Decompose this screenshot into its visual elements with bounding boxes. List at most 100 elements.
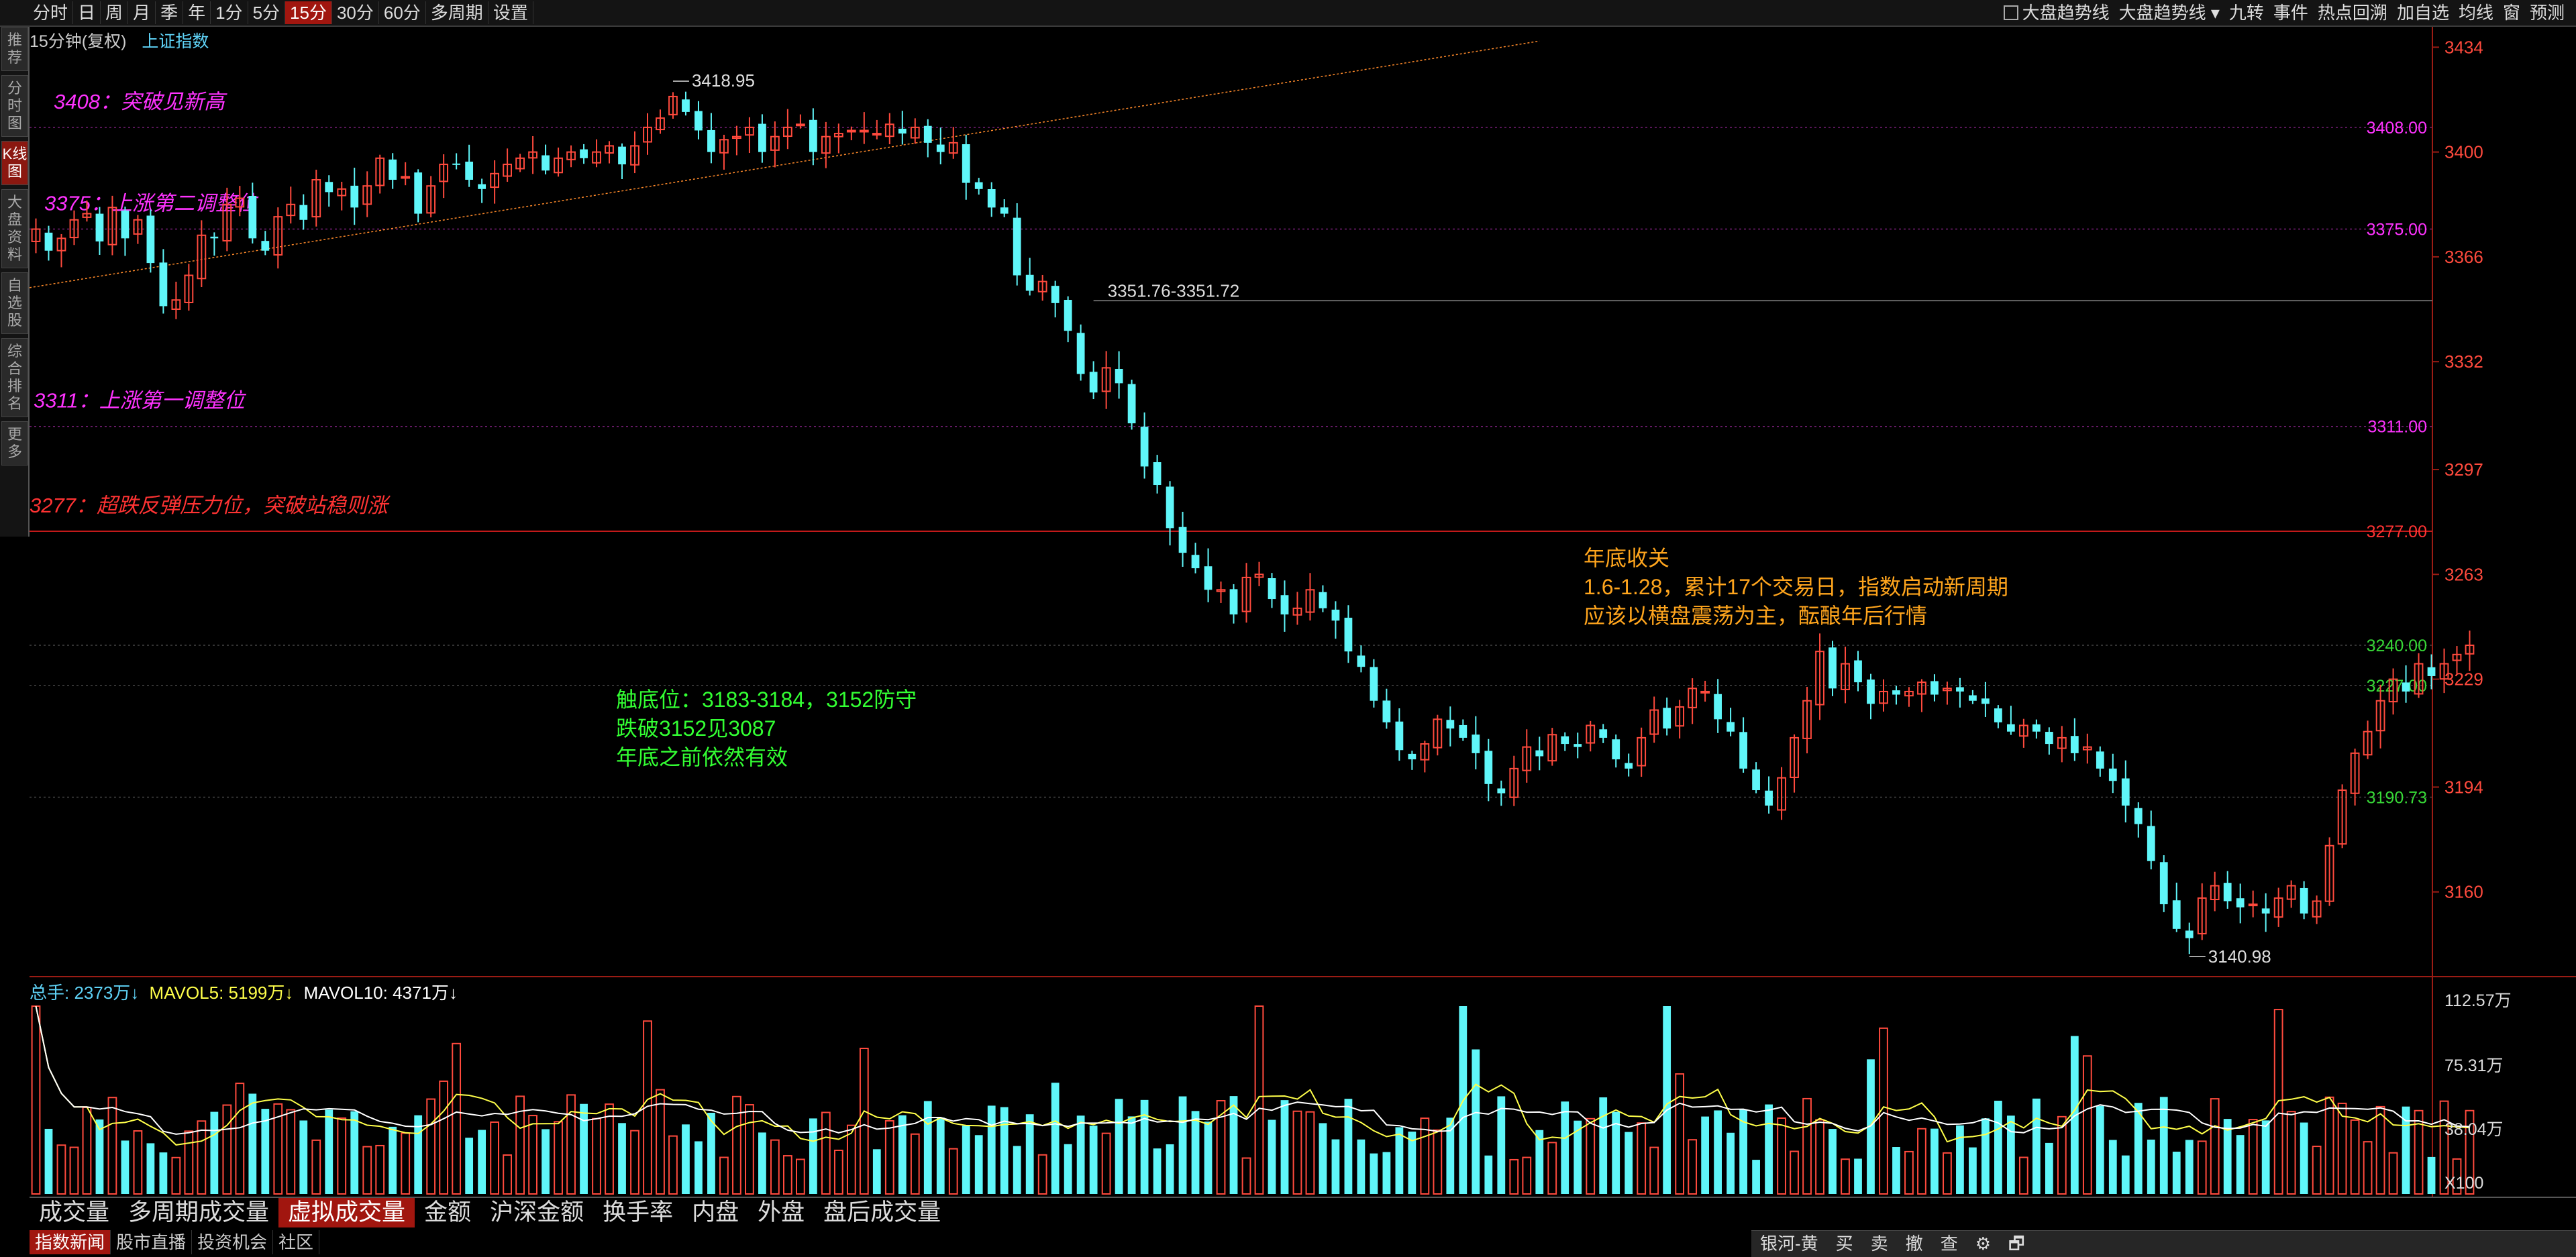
left-nav-item-5[interactable]: 综合排名 (1, 338, 28, 417)
volume-bar-134 (1739, 1109, 1747, 1194)
indicator-tab-8[interactable]: 盘后成交量 (823, 1199, 941, 1225)
period-tab-2[interactable]: 周 (101, 1, 129, 24)
volume-bar-6 (107, 1097, 117, 1195)
left-nav-item-4[interactable]: 自选股 (1, 272, 28, 334)
price-tick-8: 3160 (2444, 882, 2483, 902)
candle-body-109 (1420, 743, 1430, 761)
candle-body-25 (350, 185, 359, 208)
candle-body-110 (1433, 718, 1443, 749)
trend-line-checkbox[interactable] (2003, 5, 2018, 20)
footer-tab-1[interactable]: 股市直播 (111, 1230, 193, 1254)
candle-body-114 (1484, 751, 1493, 784)
left-nav-item-3[interactable]: 大盘资料 (1, 189, 28, 268)
candle-body-191 (2465, 645, 2475, 655)
toolbar-item-2[interactable]: 九转 (2224, 1, 2269, 24)
indicator-tab-1[interactable]: 多周期成交量 (128, 1199, 270, 1225)
candle-body-124 (1612, 739, 1620, 760)
period-tab-7[interactable]: 5分 (248, 1, 286, 24)
mavol10-value: 4371万 (393, 983, 449, 1003)
candle-body-83 (1089, 372, 1098, 393)
level-note-3: 3277：超跌反弹压力位，突破站稳则涨 (30, 494, 391, 517)
left-nav-item-2[interactable]: K线图 (1, 141, 28, 185)
trade-button-2[interactable]: 卖 (1870, 1234, 1888, 1254)
candle-body-17 (248, 196, 257, 239)
period-tab-5[interactable]: 年 (183, 1, 211, 24)
period-tab-1[interactable]: 日 (73, 1, 101, 24)
candle-body-8 (133, 219, 143, 235)
volume-bar-54 (719, 1156, 729, 1195)
indicator-tab-5[interactable]: 换手率 (603, 1199, 674, 1225)
trade-button-5[interactable]: ⚙ (1975, 1234, 1992, 1254)
toolbar-item-6[interactable]: 均线 (2454, 1, 2498, 24)
volume-bar-178 (2300, 1122, 2308, 1194)
candle-body-98 (1280, 595, 1289, 615)
volume-bar-7 (121, 1140, 130, 1194)
volume-bar-136 (1765, 1104, 1773, 1194)
period-tab-0[interactable]: 分时 (28, 1, 74, 24)
volume-bar-155 (2006, 1115, 2015, 1194)
volume-bar-10 (159, 1152, 168, 1194)
volume-ma-lines (35, 1005, 2470, 1146)
indicator-tab-4[interactable]: 沪深金额 (490, 1199, 584, 1225)
volume-bar-2 (56, 1144, 66, 1195)
toolbar-item-8[interactable]: 预测 (2525, 1, 2569, 24)
toolbar-item-7[interactable]: 窗 (2498, 1, 2525, 24)
volume-bar-97 (1268, 1119, 1276, 1194)
candle-body-28 (389, 159, 397, 180)
trade-button-6[interactable]: 🗗 (2008, 1234, 2025, 1254)
volume-bar-169 (2185, 1140, 2194, 1194)
period-tab-4[interactable]: 季 (156, 1, 184, 24)
candle-body-186 (2402, 682, 2410, 692)
volume-bar-113 (1472, 1049, 1480, 1194)
period-tab-6[interactable]: 1分 (211, 1, 248, 24)
candle-body-173 (2236, 898, 2245, 908)
indicator-tab-6[interactable]: 内盘 (692, 1199, 739, 1225)
candle-body-116 (1509, 767, 1519, 798)
period-tab-12[interactable]: 设置 (488, 1, 533, 24)
volume-bar-89 (1166, 1144, 1174, 1194)
trade-button-1[interactable]: 买 (1835, 1234, 1853, 1254)
volume-bar-170 (2197, 1140, 2207, 1195)
footer-tab-0[interactable]: 指数新闻 (30, 1230, 111, 1254)
period-tab-10[interactable]: 60分 (379, 1, 426, 24)
volume-total-value: 2373万 (74, 983, 131, 1003)
candle-body-87 (1140, 427, 1149, 467)
left-nav-item-6[interactable]: 更多 (1, 421, 28, 466)
toolbar-item-5[interactable]: 加自选 (2392, 1, 2454, 24)
period-tab-8[interactable]: 15分 (285, 1, 332, 24)
period-tab-9[interactable]: 30分 (332, 1, 379, 24)
toolbar-item-3[interactable]: 事件 (2269, 1, 2313, 24)
candle-body-22 (311, 179, 321, 218)
candle-body-112 (1459, 724, 1467, 738)
candle-body-144 (1867, 679, 1875, 704)
footer-tab-2[interactable]: 投资机会 (192, 1230, 274, 1254)
volume-bar-102 (1331, 1139, 1340, 1194)
left-nav-item-0[interactable]: 推荐 (1, 27, 28, 71)
period-tab-11[interactable]: 多周期 (426, 1, 488, 24)
toolbar-item-0[interactable]: 大盘趋势线 (1999, 1, 2114, 24)
candle-body-78 (1025, 274, 1034, 291)
indicator-tab-7[interactable]: 外盘 (758, 1199, 805, 1225)
indicator-tab-2[interactable]: 虚拟成交量 (278, 1198, 415, 1227)
toolbar-item-1[interactable]: 大盘趋势线 ▾ (2114, 1, 2224, 24)
candle-body-129 (1675, 706, 1685, 727)
period-tab-3[interactable]: 月 (128, 1, 156, 24)
trade-button-4[interactable]: 查 (1940, 1234, 1958, 1254)
volume-bar-9 (146, 1143, 155, 1194)
trade-button-0[interactable]: 银河-黄 (1760, 1234, 1818, 1254)
volume-bar-174 (2248, 1119, 2258, 1195)
toolbar-item-4[interactable]: 热点回溯 (2313, 1, 2392, 24)
candle-body-142 (1841, 663, 1850, 690)
candle-body-171 (2210, 885, 2220, 901)
indicator-tab-0[interactable]: 成交量 (39, 1199, 110, 1225)
candle-body-175 (2261, 908, 2270, 914)
indicator-tab-3[interactable]: 金额 (424, 1199, 472, 1225)
chart-grid (30, 27, 2576, 1198)
footer-tab-3[interactable]: 社区 (273, 1230, 320, 1254)
volume-bar-57 (758, 1132, 766, 1194)
left-nav-item-1[interactable]: 分时图 (1, 75, 28, 137)
trade-button-3[interactable]: 撤 (1905, 1234, 1923, 1254)
volume-bar-1 (44, 1128, 53, 1194)
volume-bar-41 (554, 1121, 563, 1195)
